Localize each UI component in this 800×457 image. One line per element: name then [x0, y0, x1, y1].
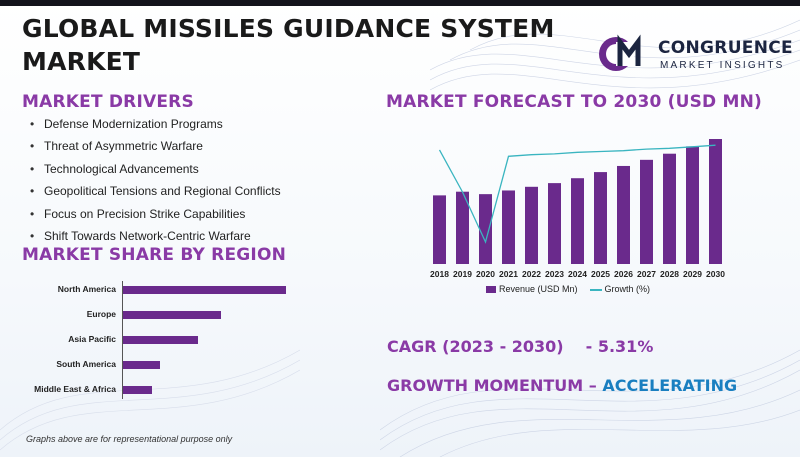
year-tick-label: 2026 — [614, 269, 633, 279]
forecast-chart: 2018 2019 2020 2021 2022 2023 2024 2025 2026 2027… — [430, 139, 725, 279]
drivers-heading: MARKET DRIVERS — [22, 92, 194, 112]
revenue-bar — [502, 190, 515, 264]
driver-item: • Technological Advancements — [30, 161, 199, 176]
legend-growth-label: Growth (%) — [604, 284, 651, 294]
region-label: Middle East & Africa — [34, 384, 116, 394]
title-line-1: GLOBAL MISSILES GUIDANCE SYSTEM — [22, 14, 555, 43]
revenue-bar — [571, 178, 584, 264]
revenue-bar — [433, 195, 446, 264]
region-label: North America — [57, 284, 116, 294]
driver-item: • Focus on Precision Strike Capabilities — [30, 206, 246, 221]
region-bar — [123, 286, 286, 294]
driver-item: • Shift Towards Network-Centric Warfare — [30, 229, 251, 244]
revenue-bar — [456, 191, 469, 264]
forecast-heading: MARKET FORECAST TO 2030 (USD MN) — [386, 92, 762, 112]
momentum-label: GROWTH MOMENTUM – — [387, 376, 603, 395]
revenue-bar — [594, 172, 607, 264]
revenue-bar — [548, 183, 561, 264]
drivers-list: • Defense Modernization Programs • Threat … — [30, 113, 281, 247]
year-tick-label: 2022 — [522, 269, 541, 279]
year-tick-label: 2028 — [660, 269, 679, 279]
revenue-bar — [617, 165, 630, 264]
revenue-bar — [640, 159, 653, 264]
company-logo: CONGRUENCE MARKET INSIGHTS — [594, 30, 794, 78]
year-tick-label: 2023 — [545, 269, 564, 279]
region-bar — [123, 386, 153, 394]
page-title: GLOBAL MISSILES GUIDANCE SYSTEM MARKET — [22, 12, 597, 78]
legend-growth-swatch — [589, 288, 602, 291]
logo-subtitle: MARKET INSIGHTS — [660, 60, 785, 71]
revenue-bar — [479, 194, 492, 264]
driver-item: • Threat of Asymmetric Warfare — [30, 139, 203, 154]
revenue-bar — [709, 139, 722, 264]
year-tick-label: 2021 — [499, 269, 518, 279]
revenue-bar — [686, 146, 699, 264]
title-line-2: MARKET — [22, 47, 141, 76]
region-bar — [123, 361, 161, 369]
forecast-legend: Revenue (USD Mn) Growth (%) — [486, 284, 650, 294]
driver-item: • Geopolitical Tensions and Regional Conf… — [30, 184, 281, 199]
footnote: Graphs above are for representational pu… — [26, 434, 233, 444]
logo-name: CONGRUENCE — [658, 38, 793, 58]
year-tick-label: 2029 — [683, 269, 702, 279]
region-chart-axis — [122, 281, 123, 399]
year-tick-label: 2020 — [476, 269, 495, 279]
region-bar — [123, 336, 198, 344]
region-label: South America — [56, 359, 116, 369]
growth-line — [438, 144, 716, 244]
driver-item: • Defense Modernization Programs — [30, 117, 223, 131]
region-label: Europe — [86, 309, 116, 319]
year-tick-label: 2018 — [430, 269, 449, 279]
year-tick-label: 2030 — [706, 269, 725, 279]
cagr-text: CAGR (2023 - 2030) - 5.31% — [387, 337, 653, 356]
top-bar — [0, 0, 800, 6]
region-bar — [123, 311, 221, 319]
growth-momentum-text: GROWTH MOMENTUM – ACCELERATING — [387, 376, 737, 395]
year-tick-label: 2027 — [637, 269, 656, 279]
cagr-label: CAGR (2023 - 2030) — [387, 337, 564, 356]
cagr-value: - 5.31% — [585, 337, 654, 356]
legend-revenue-label: Revenue (USD Mn) — [499, 284, 578, 294]
revenue-bar — [525, 186, 538, 264]
region-label: Asia Pacific — [68, 334, 116, 344]
year-tick-label: 2025 — [591, 269, 610, 279]
year-tick-label: 2019 — [453, 269, 472, 279]
momentum-value: ACCELERATING — [602, 376, 738, 395]
legend-revenue-swatch — [486, 286, 496, 294]
year-tick-label: 2024 — [568, 269, 587, 279]
revenue-bar — [663, 153, 676, 264]
region-share-heading: MARKET SHARE BY REGION — [22, 245, 287, 265]
cmi-logo-icon — [599, 34, 641, 71]
